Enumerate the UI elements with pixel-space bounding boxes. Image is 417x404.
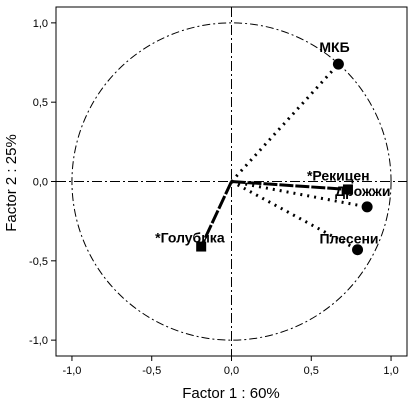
y-tick-label: 1,0 <box>33 18 48 30</box>
y-tick-label: -0,5 <box>29 256 48 268</box>
data-point-label: *Рекицен <box>307 167 370 183</box>
loading-vector <box>231 180 349 191</box>
data-point-label: МКБ <box>319 39 349 55</box>
x-tick-label: -1,0 <box>62 365 81 377</box>
loading-vector <box>199 180 233 248</box>
y-axis-title: Factor 2 : 25% <box>3 134 20 232</box>
data-point-marker <box>361 201 373 213</box>
data-point-marker <box>352 244 364 256</box>
y-tick-label: 0,5 <box>33 97 48 109</box>
data-point-marker <box>332 58 344 70</box>
x-axis-title: Factor 1 : 60% <box>182 385 280 402</box>
correlation-circle <box>71 22 392 341</box>
x-tick-label: -0,5 <box>142 365 161 377</box>
loading-vector <box>231 180 368 209</box>
y-tick-label: 0,0 <box>33 177 48 189</box>
data-point-marker <box>342 184 353 195</box>
loading-vector <box>230 180 359 252</box>
data-point-marker <box>196 241 207 252</box>
y-tick-label: -1,0 <box>29 335 48 347</box>
data-point-label: Дрожжи <box>335 183 390 199</box>
x-tick-label: 0,5 <box>304 365 319 377</box>
data-point-label: *Голубика <box>155 230 225 246</box>
x-tick-label: 0,0 <box>224 365 239 377</box>
data-point-label: Плесени <box>320 231 379 247</box>
x-tick-label: 1,0 <box>383 365 398 377</box>
loading-vector <box>230 63 340 183</box>
